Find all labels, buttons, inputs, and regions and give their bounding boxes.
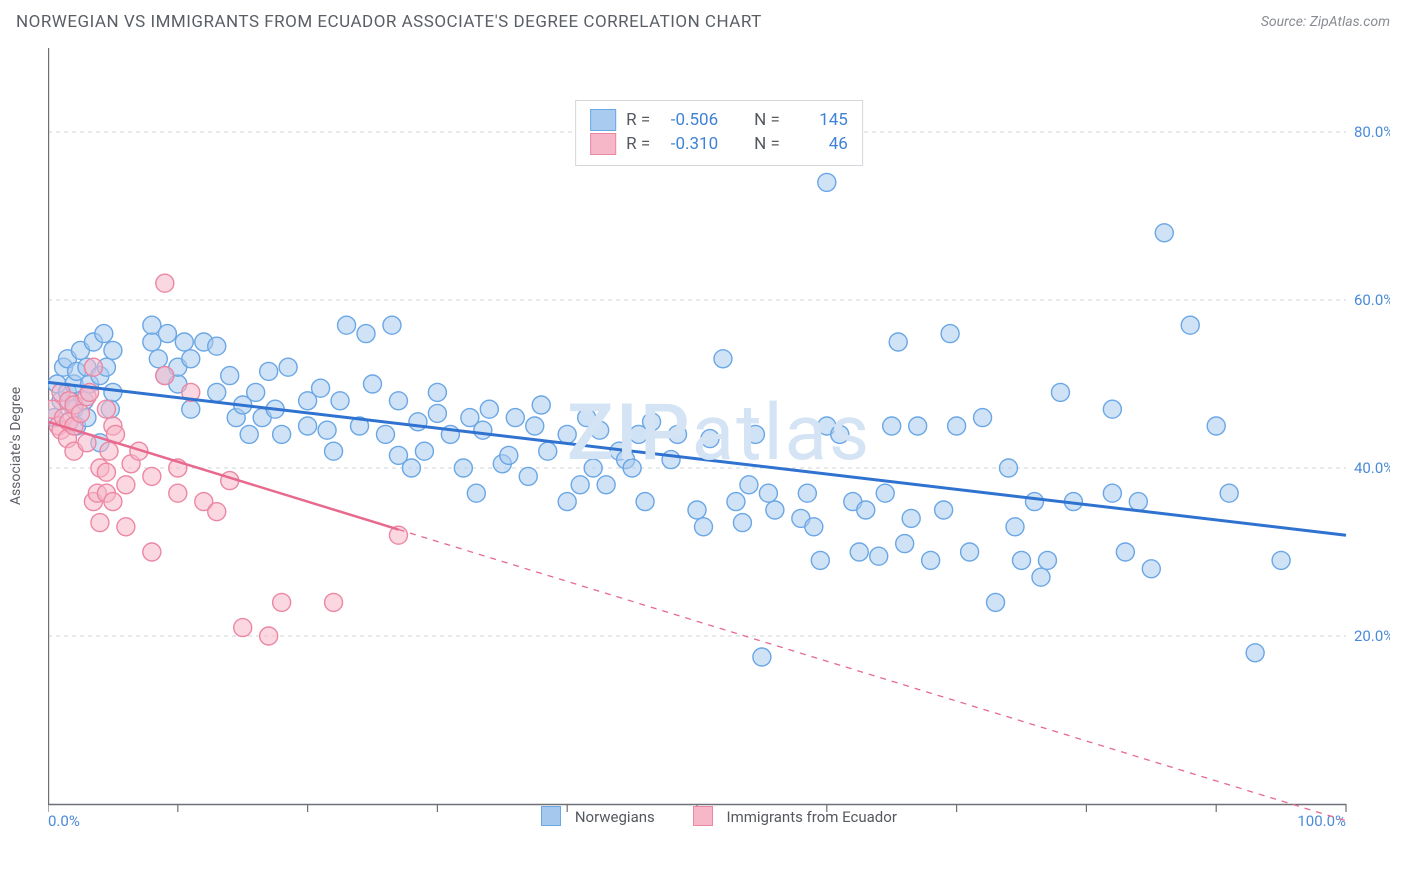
legend-swatch-icon	[590, 133, 616, 155]
source-label: Source: ZipAtlas.com	[1261, 14, 1390, 30]
legend-swatch-icon	[541, 806, 561, 826]
svg-text:40.0%: 40.0%	[1354, 459, 1390, 477]
legend-row-2: R = -0.310 N = 46	[590, 133, 848, 155]
legend-N-value: 145	[790, 110, 848, 130]
chart-area: 20.0%40.0%60.0%80.0%0.0%100.0% ZIPatlas …	[48, 48, 1390, 826]
chart-title: NORWEGIAN VS IMMIGRANTS FROM ECUADOR ASS…	[16, 12, 762, 32]
legend-R-value: -0.506	[660, 110, 718, 130]
svg-text:20.0%: 20.0%	[1354, 627, 1390, 645]
legend-label: Norwegians	[575, 808, 655, 826]
legend-R-label: R =	[626, 134, 650, 154]
series-legend: Norwegians Immigrants from Ecuador	[48, 806, 1390, 826]
legend-R-label: R =	[626, 110, 650, 130]
legend-row-1: R = -0.506 N = 145	[590, 109, 848, 131]
y-axis-label: Associate's Degree	[8, 387, 24, 505]
legend-swatch-icon	[590, 109, 616, 131]
legend-N-label: N =	[754, 110, 780, 130]
svg-text:60.0%: 60.0%	[1354, 291, 1390, 309]
correlation-legend: R = -0.506 N = 145 R = -0.310 N = 46	[575, 100, 863, 166]
legend-item-ecuador: Immigrants from Ecuador	[693, 806, 897, 826]
legend-R-value: -0.310	[660, 134, 718, 154]
legend-N-value: 46	[790, 134, 848, 154]
legend-swatch-icon	[693, 806, 713, 826]
svg-text:80.0%: 80.0%	[1354, 123, 1390, 141]
legend-item-norwegians: Norwegians	[541, 806, 655, 826]
legend-label: Immigrants from Ecuador	[727, 808, 897, 826]
legend-N-label: N =	[754, 134, 780, 154]
